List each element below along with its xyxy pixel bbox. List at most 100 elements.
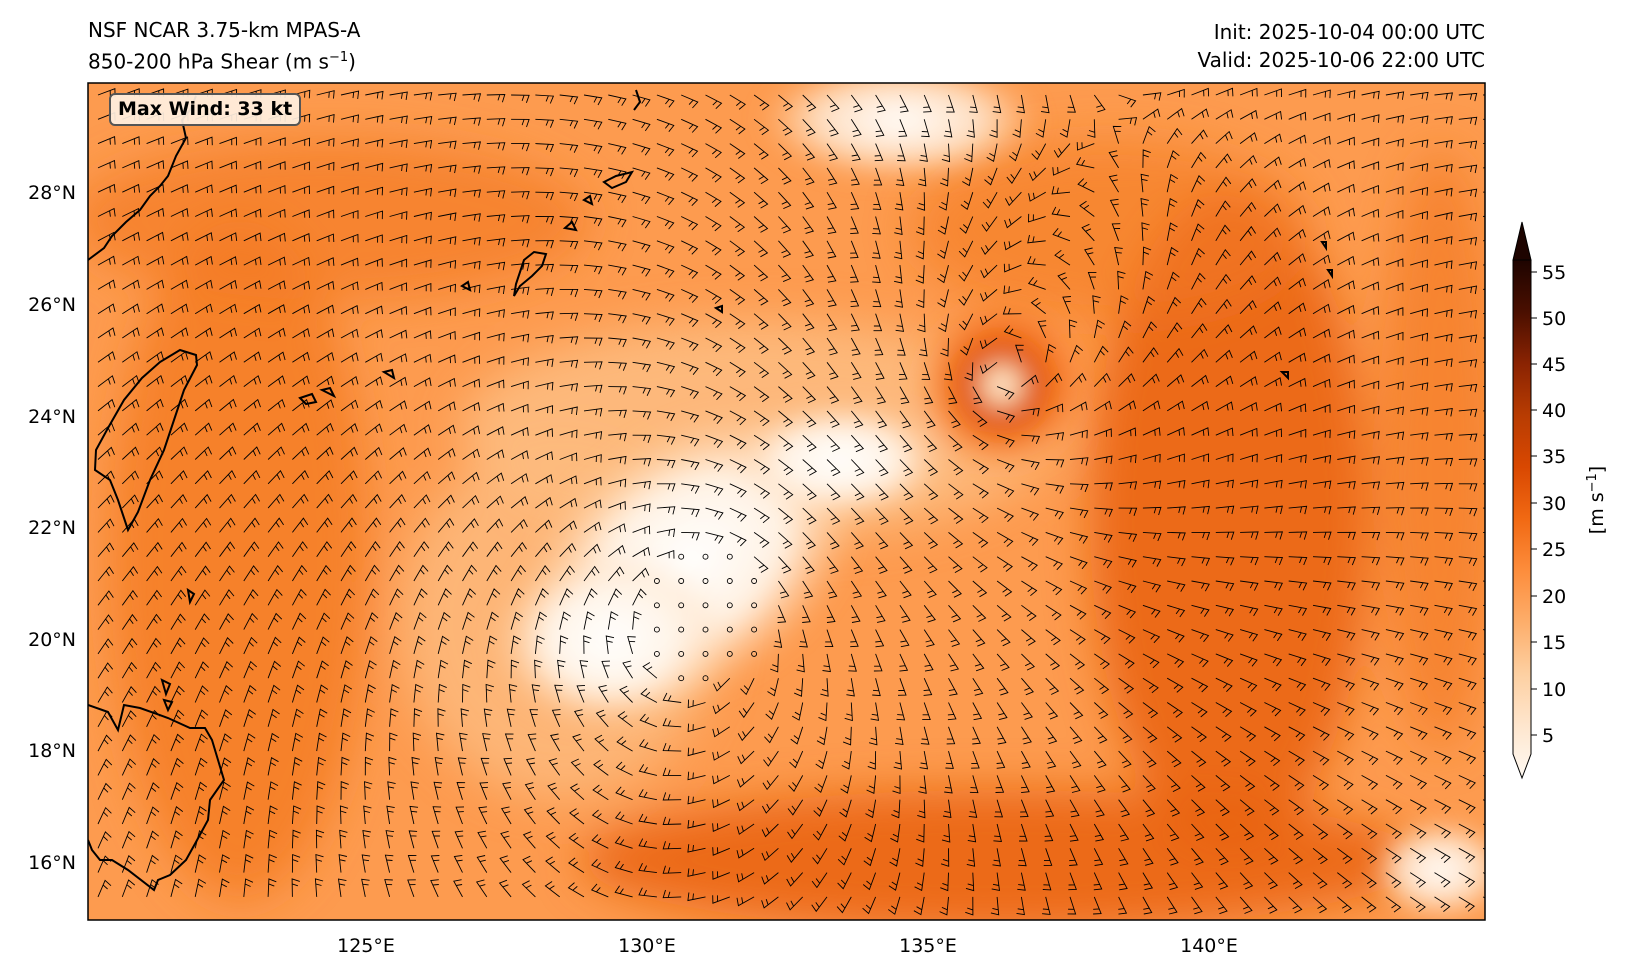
wind-barb [219,327,237,339]
wind-barb [462,683,471,703]
wind-barb [1410,163,1429,172]
wind-barb [389,187,408,196]
wind-barb [1003,263,1022,273]
wind-barb [656,191,675,206]
wind-barb [1483,337,1485,339]
wind-barb [1166,823,1180,842]
wind-barb [510,380,529,390]
wind-barb [996,653,1010,671]
wind-barb [583,635,592,654]
wind-barb [510,496,529,509]
wind-barb [1016,896,1025,916]
wind-barb [1288,157,1307,169]
wind-barb [996,434,1015,448]
wind-barb [802,361,816,380]
wind-barb [170,637,186,655]
wind-barb [1361,726,1379,741]
wind-barb [243,232,262,242]
wind-barb [567,882,585,898]
wind-barb [786,872,804,887]
wind-barb [267,853,277,873]
wind-barb [948,434,963,452]
wind-barb [510,635,522,654]
wind-barb [485,683,494,703]
wind-barb [1458,653,1477,666]
wind-barb [1215,349,1233,363]
wind-barb [437,635,450,655]
wind-barb [1410,115,1429,125]
wind-barb [1361,506,1381,516]
wind-barb [316,541,333,557]
wind-barb [946,94,955,113]
wind-barb [486,449,505,460]
wind-barb [826,580,838,599]
wind-barb [1410,332,1429,342]
plot-title-left: NSF NCAR 3.75-km MPAS-A 850-200 hPa Shea… [88,16,360,76]
wind-barb [705,167,722,183]
wind-barb [462,237,481,246]
wind-barb [267,829,278,849]
wind-barb [146,733,161,752]
wind-barb [413,494,431,509]
wind-barb [1239,677,1258,692]
wind-barb [687,868,706,877]
wind-barb [753,264,769,282]
wind-barb [802,240,814,259]
wind-barb [872,678,881,697]
wind-barb [1069,372,1087,387]
wind-barb [438,260,457,269]
wind-barb [1337,455,1356,465]
max-wind-box: Max Wind: 33 kt [109,93,302,126]
wind-barb [219,398,237,412]
wind-barb [316,113,335,123]
wind-barb [365,114,384,124]
wind-barb [97,879,112,898]
wind-barb [662,692,682,703]
wind-barb [1045,726,1058,745]
wind-barb [753,240,769,258]
wind-barb [1410,407,1429,416]
wind-barb [712,895,730,904]
wind-barb [826,216,837,235]
wind-barb [267,327,286,339]
wind-barb [438,164,457,174]
wind-barb [753,289,769,306]
wind-barb [753,410,770,427]
wind-barb [1410,531,1429,541]
wind-barb [291,684,305,703]
wind-barb [1239,896,1253,914]
wind-barb [1361,531,1381,541]
wind-barb [1288,702,1306,717]
wind-barb [1191,453,1210,463]
wind-barb [866,775,877,794]
wind-barb [1483,94,1485,96]
wind-barb [607,611,619,630]
wind-barb [1264,428,1282,438]
wind-barb [943,119,953,138]
wind-barb [850,532,864,550]
wind-barb [1312,823,1329,840]
wind-barb [146,637,162,655]
wind-barb [1142,799,1156,817]
wind-barb [681,531,700,541]
wind-barb [1093,750,1107,769]
wind-barb [972,653,985,672]
wind-barb [899,653,909,672]
wind-barb [583,94,603,106]
wind-barb [1087,271,1097,290]
wind-barb [1264,750,1281,767]
wind-barb [875,386,887,405]
wind-barb [1166,896,1178,915]
wind-barb [267,280,286,290]
wind-barb [219,661,234,679]
wind-barb [559,611,571,630]
wind-barb [1385,799,1403,815]
wind-barb [729,483,747,498]
wind-barb [1337,379,1355,389]
wind-barb [1337,629,1356,641]
wind-barb [995,775,1005,793]
wind-barb [1361,405,1380,415]
wind-barb [1458,188,1478,198]
wind-barb [1483,215,1485,217]
wind-barb [894,265,903,284]
